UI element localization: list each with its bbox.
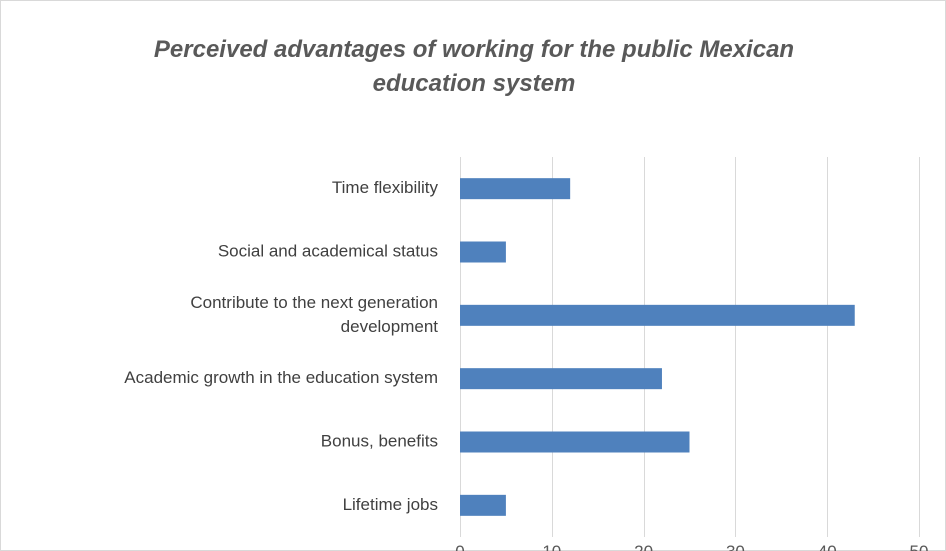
x-tick-label-4: 40	[818, 542, 837, 551]
category-label-3-line-0: Contribute to the next generation	[190, 293, 438, 312]
x-tick-label-5: 50	[910, 542, 929, 551]
x-tick-label-3: 30	[726, 542, 745, 551]
bar-3	[460, 304, 855, 326]
category-label-3-line-1: development	[341, 317, 439, 336]
category-label-0: Lifetime jobs	[343, 495, 438, 514]
x-tick-label-1: 10	[542, 542, 561, 551]
category-label-1: Bonus, benefits	[321, 431, 438, 450]
x-tick-label-2: 20	[634, 542, 653, 551]
x-tick-label-0: 0	[455, 542, 464, 551]
chart-title-line-2: education system	[372, 70, 576, 97]
bar-4	[460, 241, 506, 263]
chart-title: Perceived advantages of working for the …	[1, 33, 946, 101]
category-label-5: Time flexibility	[332, 178, 439, 197]
category-label-2: Academic growth in the education system	[124, 368, 438, 387]
chart-title-line-1: Perceived advantages of working for the …	[153, 36, 795, 63]
bar-5	[460, 178, 571, 200]
bar-0	[460, 494, 506, 516]
bar-2	[460, 368, 662, 390]
bar-1	[460, 431, 690, 453]
category-label-4: Social and academical status	[218, 241, 438, 260]
